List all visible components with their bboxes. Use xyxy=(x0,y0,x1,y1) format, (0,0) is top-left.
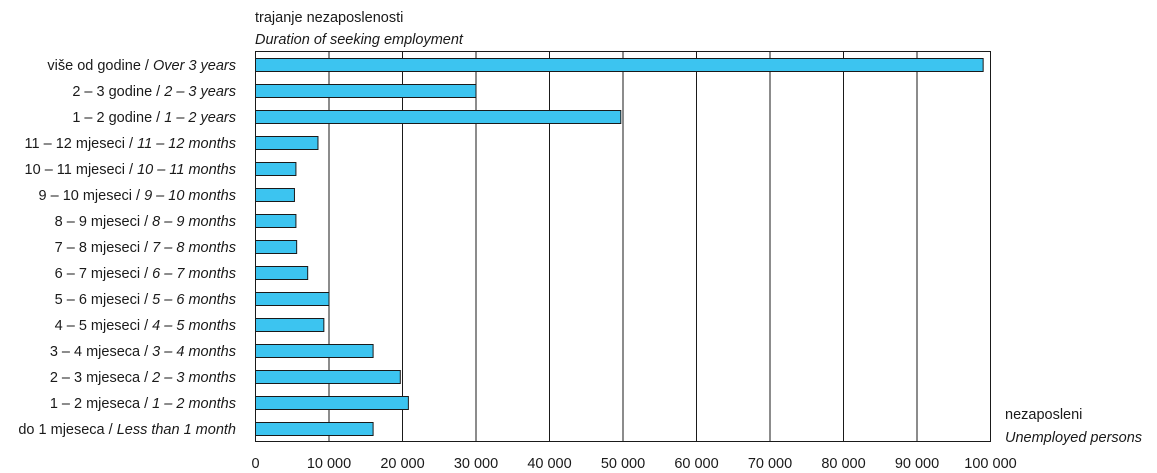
category-label-hr: 2 – 3 godine / xyxy=(72,84,164,100)
category-label: više od godine / Over 3 years xyxy=(47,58,236,74)
bar xyxy=(255,396,409,410)
category-label-en: Over 3 years xyxy=(153,58,236,74)
category-label: 1 – 2 mjeseca / 1 – 2 months xyxy=(50,396,236,412)
bar xyxy=(255,318,325,332)
category-label-en: 11 – 12 months xyxy=(137,136,236,152)
bars xyxy=(255,58,984,436)
category-label: 2 – 3 godine / 2 – 3 years xyxy=(72,84,236,100)
x-tick-label: 100 000 xyxy=(964,456,1016,472)
y-axis-title-line1: trajanje nezaposlenosti xyxy=(255,10,403,26)
category-label-hr: 2 – 3 mjeseca / xyxy=(50,370,152,386)
bar xyxy=(255,266,309,280)
category-label: 8 – 9 mjeseci / 8 – 9 months xyxy=(55,214,236,230)
category-label: 7 – 8 mjeseci / 7 – 8 months xyxy=(55,240,236,256)
bar xyxy=(255,162,297,176)
category-label: 9 – 10 mjeseci / 9 – 10 months xyxy=(39,188,236,204)
x-tick-label: 90 000 xyxy=(895,456,939,472)
category-label-en: 8 – 9 months xyxy=(152,214,236,230)
x-tick-label: 50 000 xyxy=(601,456,645,472)
category-label: 2 – 3 mjeseca / 2 – 3 months xyxy=(50,370,236,386)
category-label: 1 – 2 godine / 1 – 2 years xyxy=(72,110,236,126)
bar xyxy=(255,344,374,358)
x-tick-label: 60 000 xyxy=(674,456,718,472)
category-label: 6 – 7 mjeseci / 6 – 7 months xyxy=(55,266,236,282)
bar xyxy=(255,58,984,72)
category-label-en: 5 – 6 months xyxy=(152,292,236,308)
category-label-en: 6 – 7 months xyxy=(152,266,236,282)
x-tick-label: 20 000 xyxy=(380,456,424,472)
x-tick-label: 70 000 xyxy=(748,456,792,472)
category-label-en: 4 – 5 months xyxy=(152,318,236,334)
category-label-en: 9 – 10 months xyxy=(144,188,236,204)
category-label: 11 – 12 mjeseci / 11 – 12 months xyxy=(25,136,236,152)
bar xyxy=(255,110,622,124)
category-label: 5 – 6 mjeseci / 5 – 6 months xyxy=(55,292,236,308)
category-label: do 1 mjeseca / Less than 1 month xyxy=(18,422,236,438)
x-tick-label: 40 000 xyxy=(527,456,571,472)
category-label: 3 – 4 mjeseca / 3 – 4 months xyxy=(50,344,236,360)
category-label: 4 – 5 mjeseci / 4 – 5 months xyxy=(55,318,236,334)
category-label-en: 1 – 2 years xyxy=(164,110,236,126)
y-axis-title-line2: Duration of seeking employment xyxy=(255,32,464,48)
category-label-hr: 10 – 11 mjeseci / xyxy=(25,162,138,178)
category-label-hr: 5 – 6 mjeseci / xyxy=(55,292,153,308)
category-label: 10 – 11 mjeseci / 10 – 11 months xyxy=(25,162,236,178)
category-label-hr: 3 – 4 mjeseca / xyxy=(50,344,152,360)
category-label-en: 1 – 2 months xyxy=(152,396,236,412)
bar xyxy=(255,240,298,254)
category-label-en: 2 – 3 months xyxy=(151,370,236,386)
bar xyxy=(255,136,319,150)
x-tick-label: 10 000 xyxy=(307,456,351,472)
category-label-hr: 8 – 9 mjeseci / xyxy=(55,214,153,230)
category-label-en: 3 – 4 months xyxy=(152,344,236,360)
category-label-hr: više od godine / xyxy=(47,58,153,74)
category-label-hr: 1 – 2 godine / xyxy=(72,110,164,126)
category-label-en: Less than 1 month xyxy=(117,422,236,438)
category-label-en: 2 – 3 years xyxy=(163,84,236,100)
category-label-hr: 7 – 8 mjeseci / xyxy=(55,240,153,256)
x-axis-title-line1: nezaposleni xyxy=(1005,407,1082,423)
category-label-hr: 6 – 7 mjeseci / xyxy=(55,266,153,282)
bar xyxy=(255,84,477,98)
x-tick-label: 30 000 xyxy=(454,456,498,472)
bar xyxy=(255,188,295,202)
bar xyxy=(255,370,401,384)
category-label-hr: 9 – 10 mjeseci / xyxy=(39,188,145,204)
category-label-en: 7 – 8 months xyxy=(152,240,236,256)
category-labels: više od godine / Over 3 years 2 – 3 godin… xyxy=(18,58,236,438)
x-tick-labels: 0 10 000 20 000 30 000 40 000 50 000 60 000 70 … xyxy=(251,456,1016,472)
category-label-hr: do 1 mjeseca / xyxy=(18,422,116,438)
bar xyxy=(255,422,374,436)
category-label-hr: 11 – 12 mjeseci / xyxy=(25,136,138,152)
x-axis-title-line2: Unemployed persons xyxy=(1005,430,1142,446)
bar xyxy=(255,214,297,228)
x-tick-label: 0 xyxy=(251,456,259,472)
category-label-hr: 1 – 2 mjeseca / xyxy=(50,396,152,412)
bar xyxy=(255,292,330,306)
category-label-en: 10 – 11 months xyxy=(137,162,236,178)
category-label-hr: 4 – 5 mjeseci / xyxy=(55,318,153,334)
x-tick-label: 80 000 xyxy=(821,456,865,472)
